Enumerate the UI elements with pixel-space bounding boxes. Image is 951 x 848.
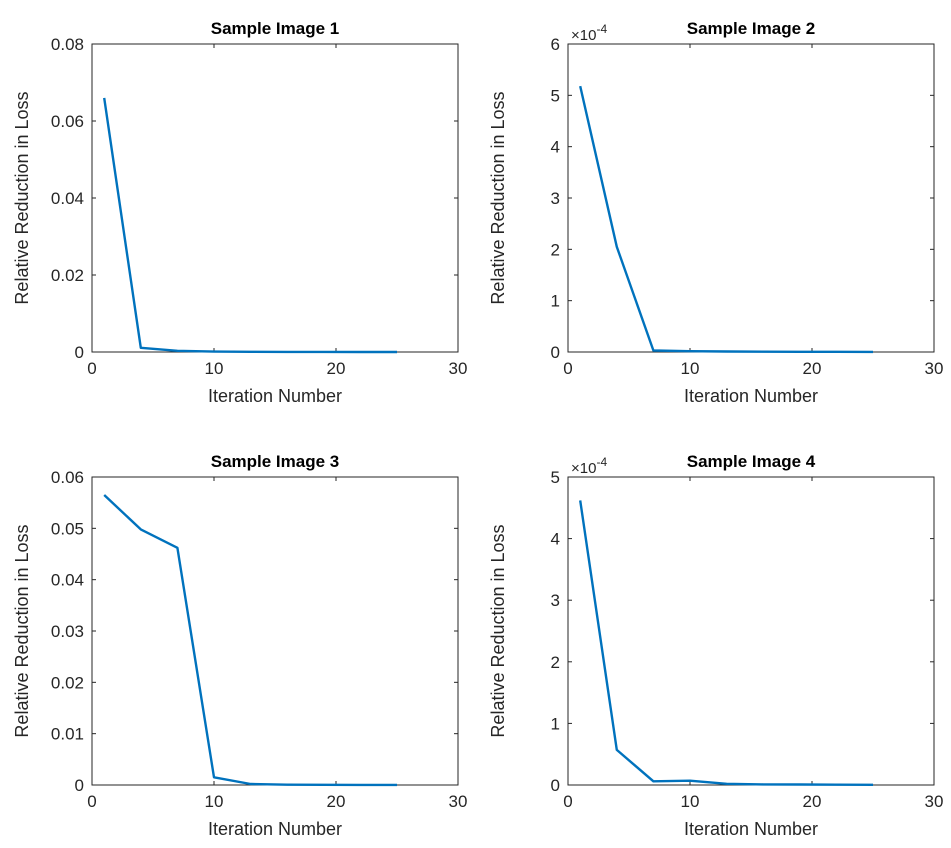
y-tick-label: 4 bbox=[551, 138, 560, 157]
x-axis-label: Iteration Number bbox=[684, 819, 818, 839]
y-tick-label: 0.02 bbox=[51, 266, 84, 285]
exponent-base: ×10 bbox=[571, 460, 596, 477]
y-tick-label: 0.08 bbox=[51, 35, 84, 54]
subplot-sample-image-2: 0 10 20 30 0 1 2 3 4 5 6 ×10-4 Sample Image 2 Iterati… bbox=[488, 19, 943, 406]
x-tick-label: 0 bbox=[87, 792, 96, 811]
y-tick-label: 0.01 bbox=[51, 725, 84, 744]
exponent-power: -4 bbox=[596, 455, 607, 469]
subplot-sample-image-3: 0 10 20 30 0 0.01 0.02 0.03 0.04 0.05 0.06 Sample I… bbox=[12, 452, 467, 839]
y-tick-label: 1 bbox=[551, 714, 560, 733]
x-tick-label: 30 bbox=[449, 359, 468, 378]
series-line bbox=[579, 500, 874, 786]
x-tick-label: 10 bbox=[205, 792, 224, 811]
series-line bbox=[579, 85, 874, 354]
y-tick-label: 4 bbox=[551, 530, 560, 549]
y-tick-label: 3 bbox=[551, 189, 560, 208]
x-tick-label: 0 bbox=[563, 792, 572, 811]
y-tick-label: 0.04 bbox=[51, 189, 84, 208]
y-tick-label: 2 bbox=[551, 653, 560, 672]
x-tick-label: 0 bbox=[87, 359, 96, 378]
x-axis-label: Iteration Number bbox=[208, 819, 342, 839]
x-tick-label: 20 bbox=[803, 359, 822, 378]
subplot-sample-image-1: 0 10 20 30 0 0.02 0.04 0.06 0.08 Sample Image 1 It… bbox=[12, 19, 467, 406]
y-axis-label: Relative Reduction in Loss bbox=[12, 91, 32, 304]
x-tick-label: 20 bbox=[803, 792, 822, 811]
y-tick-label: 6 bbox=[551, 35, 560, 54]
y-tick-label: 0 bbox=[551, 776, 560, 795]
x-tick-label: 0 bbox=[563, 359, 572, 378]
y-tick-label: 2 bbox=[551, 240, 560, 259]
axes-box bbox=[91, 43, 459, 353]
y-tick-label: 0 bbox=[75, 343, 84, 362]
x-tick-label: 30 bbox=[925, 359, 944, 378]
axes-box bbox=[567, 43, 935, 353]
x-tick-label: 20 bbox=[327, 792, 346, 811]
x-tick-label: 30 bbox=[449, 792, 468, 811]
x-tick-label: 20 bbox=[327, 359, 346, 378]
chart-title: Sample Image 4 bbox=[687, 452, 816, 471]
chart-title: Sample Image 2 bbox=[687, 19, 816, 38]
y-tick-label: 0.06 bbox=[51, 468, 84, 487]
x-tick-label: 30 bbox=[925, 792, 944, 811]
y-axis-label: Relative Reduction in Loss bbox=[12, 524, 32, 737]
y-tick-label: 0 bbox=[75, 776, 84, 795]
y-tick-label: 5 bbox=[551, 468, 560, 487]
exponent-base: ×10 bbox=[571, 27, 596, 44]
y-tick-label: 0.03 bbox=[51, 622, 84, 641]
x-tick-label: 10 bbox=[681, 359, 700, 378]
y-tick-label: 0.02 bbox=[51, 673, 84, 692]
y-axis-exponent: ×10-4 bbox=[571, 455, 607, 477]
y-axis-label: Relative Reduction in Loss bbox=[488, 91, 508, 304]
y-tick-label: 0.04 bbox=[51, 571, 84, 590]
exponent-power: -4 bbox=[596, 22, 607, 36]
axes-box bbox=[91, 476, 459, 786]
y-tick-label: 3 bbox=[551, 591, 560, 610]
x-tick-label: 10 bbox=[681, 792, 700, 811]
y-axis-label: Relative Reduction in Loss bbox=[488, 524, 508, 737]
y-tick-label: 0.06 bbox=[51, 112, 84, 131]
series-line bbox=[103, 494, 397, 787]
chart-title: Sample Image 1 bbox=[211, 19, 340, 38]
y-axis-exponent: ×10-4 bbox=[571, 22, 607, 44]
x-tick-label: 10 bbox=[205, 359, 224, 378]
subplot-sample-image-4: 0 10 20 30 0 1 2 3 4 5 ×10-4 Sample Image 4 Iteratio… bbox=[488, 452, 943, 839]
x-axis-label: Iteration Number bbox=[684, 386, 818, 406]
y-tick-label: 1 bbox=[551, 292, 560, 311]
y-tick-label: 0 bbox=[551, 343, 560, 362]
y-tick-label: 5 bbox=[551, 86, 560, 105]
y-tick-label: 0.05 bbox=[51, 519, 84, 538]
axes-box bbox=[567, 476, 935, 786]
x-axis-label: Iteration Number bbox=[208, 386, 342, 406]
chart-title: Sample Image 3 bbox=[211, 452, 340, 471]
